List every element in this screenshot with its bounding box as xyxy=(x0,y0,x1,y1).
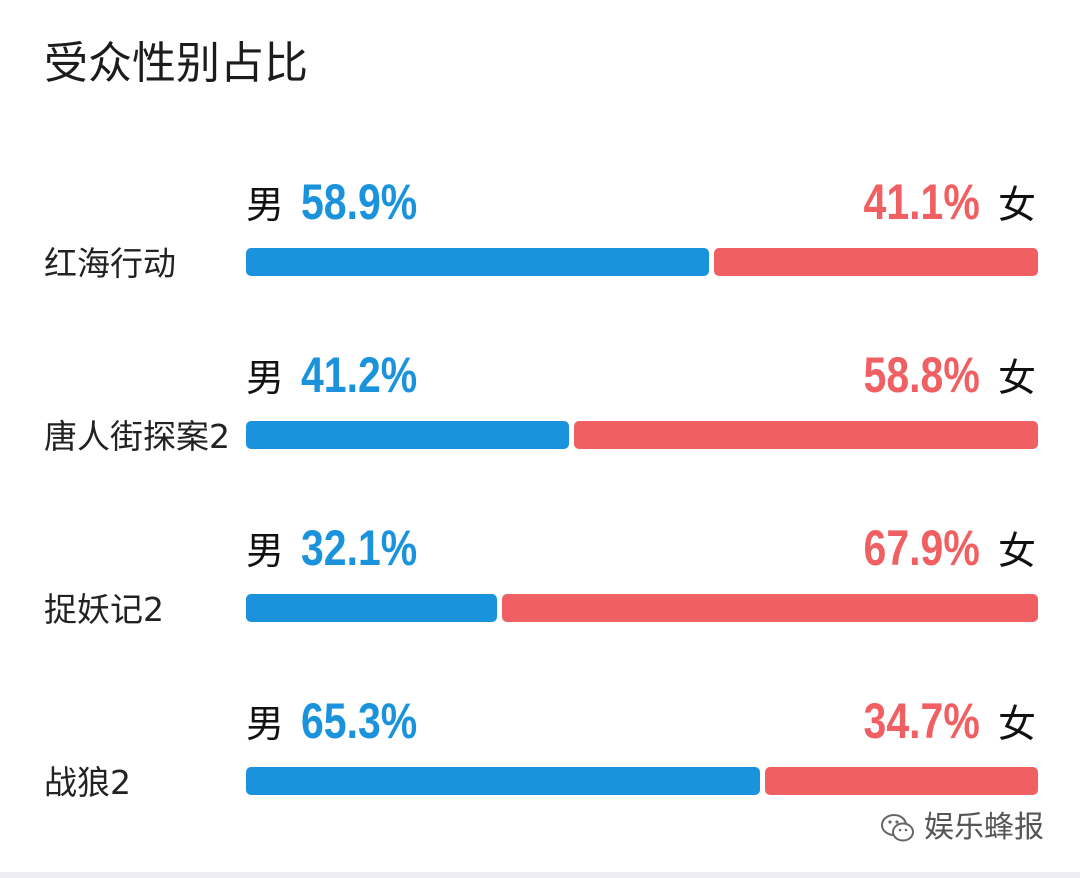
male-label: 男 xyxy=(246,702,285,746)
bar-segment-female xyxy=(574,421,1038,449)
wechat-icon xyxy=(880,813,916,843)
female-value-label: 67.9% xyxy=(863,520,980,576)
bar-segment-female xyxy=(502,594,1038,622)
female-value-label: 41.1% xyxy=(863,174,980,230)
bar-segment-male xyxy=(246,767,760,795)
stacked-bar xyxy=(246,421,1038,449)
bar-segment-male xyxy=(246,594,497,622)
chart-title: 受众性别占比 xyxy=(44,38,308,89)
stacked-bar xyxy=(246,767,1038,795)
watermark: 娱乐蜂报 xyxy=(880,808,1044,848)
bar-segment-male xyxy=(246,421,569,449)
chart-row: 战狼2 男 65.3% 34.7% 女 xyxy=(0,681,1080,811)
chart-row: 捉妖记2 男 32.1% 67.9% 女 xyxy=(0,508,1080,638)
female-value-label: 58.8% xyxy=(863,347,980,403)
bar-segment-female xyxy=(765,767,1038,795)
female-label: 女 xyxy=(997,529,1036,573)
male-value-label: 32.1% xyxy=(301,520,418,576)
male-value-label: 58.9% xyxy=(301,174,418,230)
female-value-label: 34.7% xyxy=(863,693,980,749)
female-label: 女 xyxy=(997,183,1036,227)
male-value-label: 65.3% xyxy=(301,693,418,749)
category-label: 战狼2 xyxy=(44,763,131,802)
female-label: 女 xyxy=(997,702,1036,746)
chart-row: 红海行动 男 58.9% 41.1% 女 xyxy=(0,162,1080,292)
male-label: 男 xyxy=(246,183,285,227)
chart-row: 唐人街探案2 男 41.2% 58.8% 女 xyxy=(0,335,1080,465)
male-label: 男 xyxy=(246,529,285,573)
stacked-bar xyxy=(246,594,1038,622)
bar-segment-male xyxy=(246,248,709,276)
bar-segment-female xyxy=(714,248,1038,276)
category-label: 唐人街探案2 xyxy=(44,417,230,456)
category-label: 红海行动 xyxy=(44,244,176,283)
male-value-label: 41.2% xyxy=(301,347,418,403)
stacked-bar xyxy=(246,248,1038,276)
category-label: 捉妖记2 xyxy=(44,590,164,629)
watermark-text: 娱乐蜂报 xyxy=(924,810,1044,845)
female-label: 女 xyxy=(997,356,1036,400)
male-label: 男 xyxy=(246,356,285,400)
bottom-divider xyxy=(0,872,1080,878)
